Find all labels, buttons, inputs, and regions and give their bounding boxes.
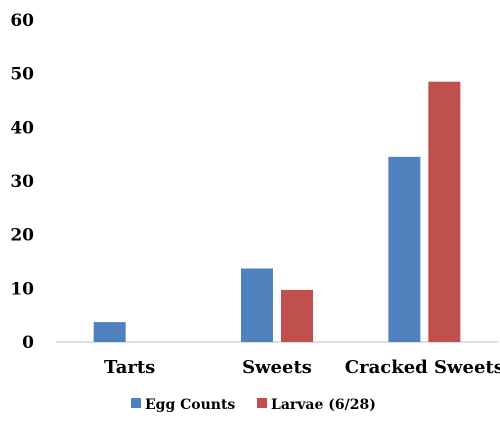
x-category-label: Sweets: [242, 357, 312, 378]
legend-label: Larvae (6/28): [271, 397, 376, 413]
bar-egg-counts-cracked-sweets: [388, 156, 421, 342]
y-tick-label: 50: [10, 65, 34, 85]
bar-larvae-6-28-sweets: [281, 289, 313, 342]
y-axis-ticks: 0 10 20 30 40 50 60: [10, 11, 34, 353]
x-axis-ticks: Tarts Sweets Cracked Sweets: [104, 357, 500, 378]
y-tick-label: 30: [10, 172, 34, 192]
bar-egg-counts-sweets: [241, 268, 273, 342]
x-category-label: Cracked Sweets: [345, 357, 500, 378]
y-tick-label: 0: [22, 333, 34, 353]
legend-swatch: [257, 398, 267, 408]
y-tick-label: 20: [10, 226, 34, 246]
bars: [93, 81, 461, 342]
legend: Egg Counts Larvae (6/28): [131, 397, 376, 413]
legend-swatch: [131, 398, 141, 408]
y-tick-label: 10: [10, 279, 34, 299]
y-tick-label: 40: [10, 118, 34, 138]
bar-larvae-6-28-cracked-sweets: [428, 81, 461, 342]
x-category-label: Tarts: [104, 357, 155, 378]
legend-label: Egg Counts: [145, 397, 235, 413]
y-tick-label: 60: [10, 11, 34, 31]
bar-egg-counts-tarts: [93, 322, 126, 342]
